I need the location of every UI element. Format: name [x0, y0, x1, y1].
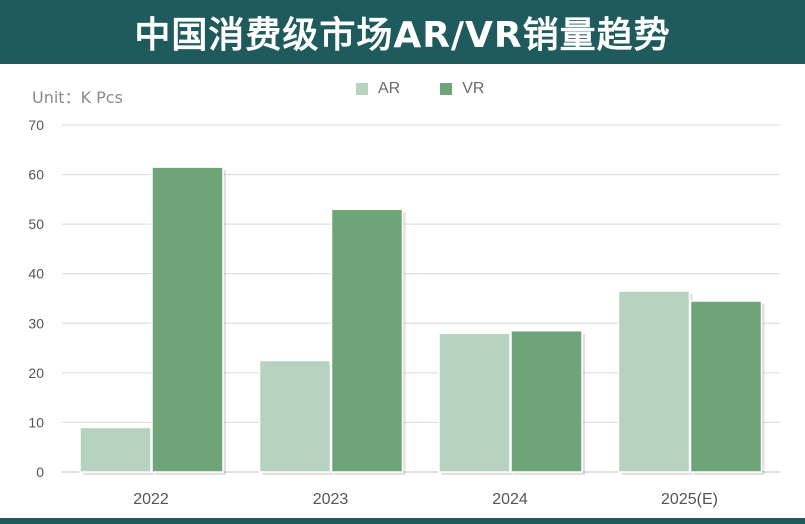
legend-swatch-ar	[356, 83, 368, 95]
legend: AR VR	[356, 80, 484, 98]
title-bar: 中国消费级市场AR/VR销量趋势	[0, 0, 805, 64]
legend-label-ar: AR	[378, 80, 401, 97]
y-tick-label: 70	[28, 117, 44, 133]
legend-item-vr: VR	[440, 80, 484, 98]
y-tick-label: 0	[36, 464, 44, 480]
bottom-rule	[0, 518, 805, 524]
bar-ar	[258, 359, 332, 473]
x-tick-label: 2022	[133, 491, 169, 508]
x-tick-label: 2023	[313, 491, 349, 508]
bar-vr	[330, 208, 404, 473]
bar-vr	[510, 329, 583, 473]
bar-ar	[438, 332, 511, 473]
bar-vr	[151, 166, 224, 473]
bar-ar	[617, 290, 691, 473]
bar-ar	[79, 426, 152, 473]
y-tick-label: 10	[28, 414, 44, 430]
legend-swatch-vr	[440, 83, 453, 95]
legend-item-ar: AR	[356, 80, 400, 98]
y-tick-label: 60	[28, 167, 44, 183]
y-tick-label: 20	[28, 365, 44, 381]
legend-label-vr: VR	[462, 80, 485, 97]
y-tick-label: 30	[28, 315, 44, 331]
unit-label: Unit：K Pcs	[32, 88, 123, 107]
x-tick-label: 2024	[492, 491, 528, 508]
x-tick-label: 2025(E)	[661, 491, 718, 508]
chart-title: 中国消费级市场AR/VR销量趋势	[134, 15, 671, 56]
y-tick-label: 40	[28, 266, 44, 282]
bar-vr	[689, 300, 763, 473]
y-tick-label: 50	[28, 216, 44, 232]
